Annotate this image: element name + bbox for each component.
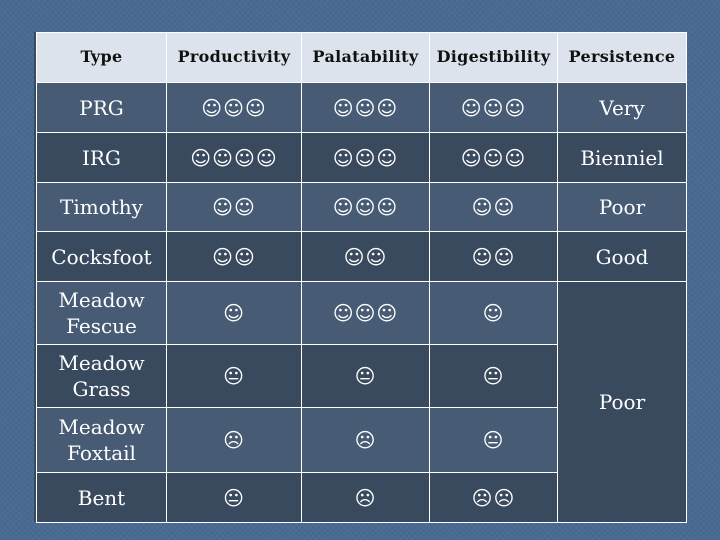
cell-digestibility: 😐: [429, 407, 558, 473]
cell-productivity: ☺☺: [166, 182, 302, 232]
table-row: Meadow Fescue ☺ ☺☺☺ ☺ Poor: [36, 281, 687, 523]
cell-persistence: Good: [557, 231, 687, 282]
cell-productivity: ☺☺: [166, 231, 302, 282]
cell-digestibility: ☺☺: [429, 182, 558, 232]
cell-palatability: ☹: [301, 472, 430, 523]
header-persistence: Persistence: [557, 32, 687, 83]
cell-type: Meadow Foxtail: [36, 407, 167, 473]
cell-palatability: ☺☺☺: [301, 132, 430, 183]
cell-type: IRG: [36, 132, 167, 183]
cell-persistence: Very: [557, 82, 687, 133]
header-type: Type: [36, 32, 167, 83]
cell-digestibility: ☺☺☺: [429, 82, 558, 133]
table-row: Timothy ☺☺ ☺☺☺ ☺☺ Poor: [36, 182, 687, 232]
cell-type: PRG: [36, 82, 167, 133]
cell-productivity: 😐: [166, 344, 302, 408]
cell-persistence: Poor: [557, 182, 687, 232]
cell-persistence-merged: Poor: [557, 281, 687, 523]
cell-digestibility: ☺☺: [429, 231, 558, 282]
grass-comparison-table: Type Productivity Palatability Digestibi…: [36, 32, 687, 523]
cell-type: Cocksfoot: [36, 231, 167, 282]
cell-type: Meadow Grass: [36, 344, 167, 408]
cell-digestibility: ☹☹: [429, 472, 558, 523]
cell-type: Bent: [36, 472, 167, 523]
header-palatability: Palatability: [301, 32, 430, 83]
cell-productivity: ☹: [166, 407, 302, 473]
table-header-row: Type Productivity Palatability Digestibi…: [36, 32, 687, 83]
table-row: PRG ☺☺☺ ☺☺☺ ☺☺☺ Very: [36, 82, 687, 133]
cell-productivity: ☺: [166, 281, 302, 345]
cell-type: Timothy: [36, 182, 167, 232]
cell-productivity: ☺☺☺: [166, 82, 302, 133]
cell-palatability: ☹: [301, 407, 430, 473]
header-productivity: Productivity: [166, 32, 302, 83]
cell-productivity: ☺☺☺☺: [166, 132, 302, 183]
cell-palatability: ☺☺☺: [301, 82, 430, 133]
table-row: IRG ☺☺☺☺ ☺☺☺ ☺☺☺ Bienniel: [36, 132, 687, 183]
cell-palatability: ☺☺☺: [301, 182, 430, 232]
cell-palatability: ☺☺: [301, 231, 430, 282]
cell-digestibility: 😐: [429, 344, 558, 408]
cell-digestibility: ☺☺☺: [429, 132, 558, 183]
cell-digestibility: ☺: [429, 281, 558, 345]
header-digestibility: Digestibility: [429, 32, 558, 83]
cell-type: Meadow Fescue: [36, 281, 167, 345]
table-row: Cocksfoot ☺☺ ☺☺ ☺☺ Good: [36, 231, 687, 282]
cell-palatability: 😐: [301, 344, 430, 408]
cell-palatability: ☺☺☺: [301, 281, 430, 345]
cell-productivity: 😐: [166, 472, 302, 523]
cell-persistence: Bienniel: [557, 132, 687, 183]
